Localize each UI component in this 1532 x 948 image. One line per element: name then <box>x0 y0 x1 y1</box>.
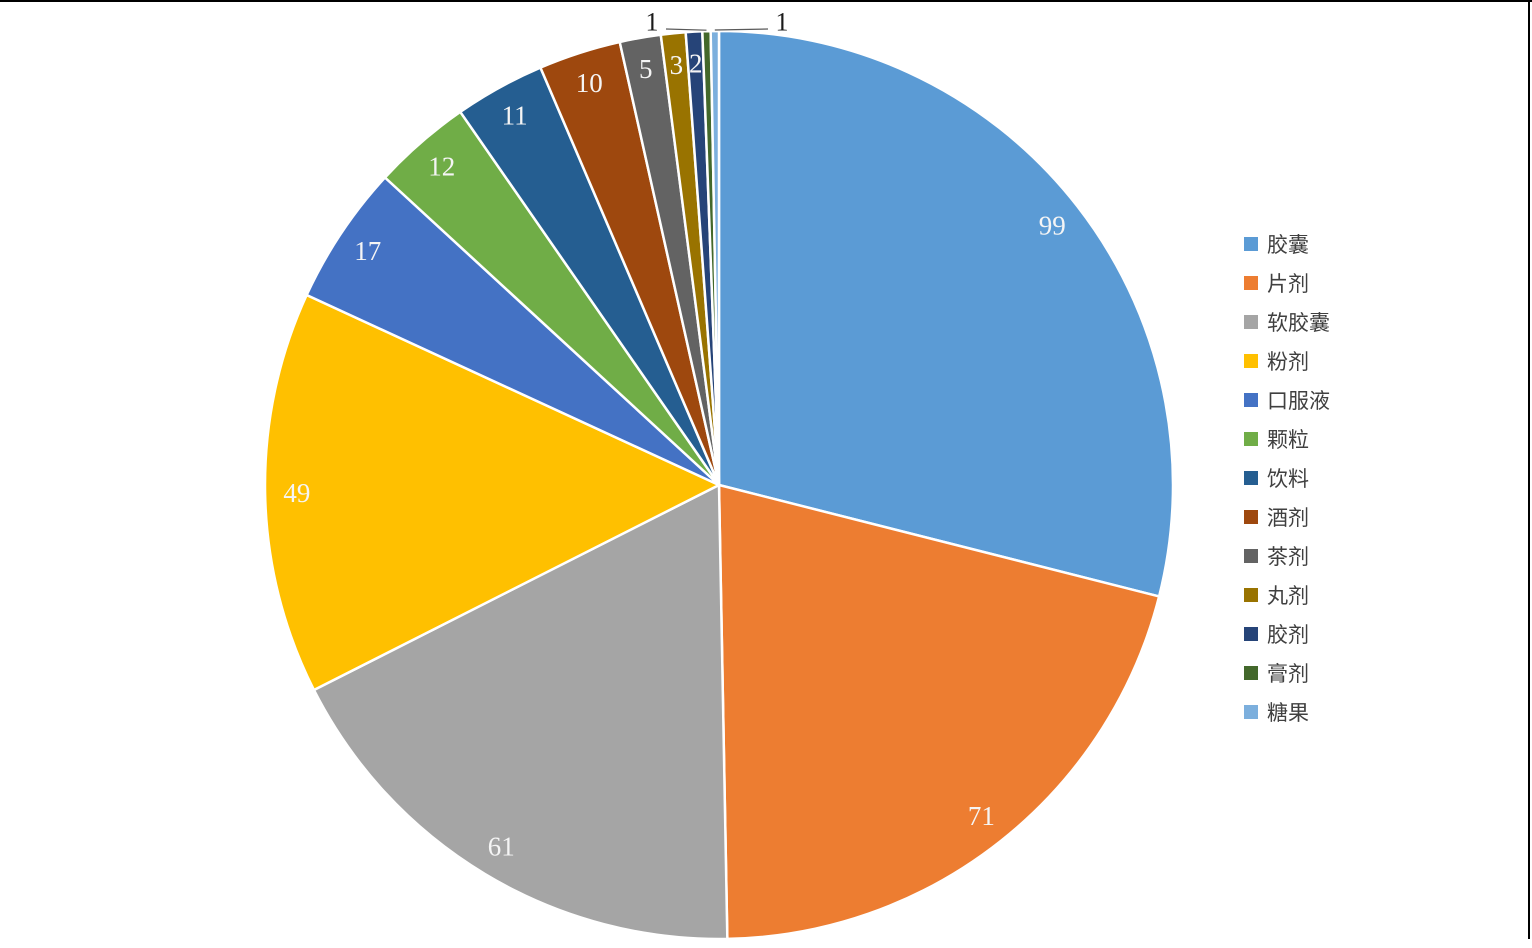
data-label-胶剂: 2 <box>689 48 703 78</box>
legend-label: 片剂 <box>1267 271 1309 296</box>
pie-slice-软胶囊 <box>312 483 729 941</box>
legend-swatch-icon <box>1244 587 1258 602</box>
legend-swatch-icon <box>1244 392 1258 407</box>
legend-swatch-icon <box>1244 236 1258 251</box>
legend-label: 口服液 <box>1267 388 1330 413</box>
data-label-粉剂: 49 <box>283 478 310 508</box>
data-label-片剂: 71 <box>968 801 995 831</box>
legend-item-茶剂: 茶剂 <box>1244 536 1330 575</box>
legend-swatch-icon <box>1244 431 1258 446</box>
chart-border-right <box>1528 0 1530 939</box>
legend-label: 软胶囊 <box>1267 310 1330 335</box>
legend-item-颗粒: 颗粒 <box>1244 419 1330 458</box>
legend-swatch-icon <box>1244 314 1258 329</box>
data-label-颗粒: 12 <box>428 152 455 182</box>
data-label-饮料: 11 <box>502 101 528 131</box>
legend-item-酒剂: 酒剂 <box>1244 497 1330 536</box>
pie-slice-胶囊 <box>717 29 1175 598</box>
legend-item-胶囊: 胶囊 <box>1244 224 1330 263</box>
legend-swatch-icon <box>1244 704 1258 719</box>
data-label-膏剂: 1 <box>646 8 659 37</box>
legend: 胶囊片剂软胶囊粉剂口服液颗粒饮料酒剂茶剂丸剂胶剂膏剂糖果 <box>1244 224 1330 731</box>
legend-label: 饮料 <box>1267 466 1309 491</box>
leader-line-糖果 <box>714 28 769 31</box>
legend-swatch-icon <box>1244 470 1258 485</box>
legend-item-口服液: 口服液 <box>1244 380 1330 419</box>
legend-item-软胶囊: 软胶囊 <box>1244 302 1330 341</box>
legend-item-饮料: 饮料 <box>1244 458 1330 497</box>
legend-swatch-icon <box>1244 548 1258 563</box>
legend-item-丸剂: 丸剂 <box>1244 575 1330 614</box>
chart-border-top <box>0 0 1532 2</box>
legend-label: 颗粒 <box>1267 427 1309 452</box>
legend-label: 胶囊 <box>1267 232 1309 257</box>
leader-line-膏剂 <box>665 28 707 31</box>
legend-label: 膏剂 <box>1267 661 1309 686</box>
data-label-糖果: 1 <box>776 8 789 37</box>
data-label-酒剂: 10 <box>576 68 603 98</box>
legend-swatch-icon <box>1244 275 1258 290</box>
legend-swatch-icon <box>1244 509 1258 524</box>
data-label-胶囊: 99 <box>1039 211 1066 241</box>
legend-label: 酒剂 <box>1267 505 1309 530</box>
legend-label: 粉剂 <box>1267 349 1309 374</box>
pie-slice-糖果 <box>709 29 721 487</box>
legend-item-膏剂: 膏剂 <box>1244 653 1330 692</box>
legend-swatch-icon <box>1244 353 1258 368</box>
data-label-软胶囊: 61 <box>488 832 515 862</box>
data-label-茶剂: 5 <box>639 54 653 84</box>
data-label-口服液: 17 <box>354 236 381 266</box>
legend-swatch-icon <box>1244 665 1258 680</box>
pie-slice-粉剂 <box>263 293 721 692</box>
pie-slice-片剂 <box>717 483 1161 941</box>
legend-label: 胶剂 <box>1267 622 1309 647</box>
legend-item-胶剂: 胶剂 <box>1244 614 1330 653</box>
legend-label: 茶剂 <box>1267 544 1309 569</box>
legend-label: 糖果 <box>1267 700 1309 725</box>
legend-item-片剂: 片剂 <box>1244 263 1330 302</box>
legend-swatch-icon <box>1244 626 1258 641</box>
legend-label: 丸剂 <box>1267 583 1309 608</box>
data-label-丸剂: 3 <box>670 50 684 80</box>
legend-item-糖果: 糖果 <box>1244 692 1330 731</box>
legend-item-粉剂: 粉剂 <box>1244 341 1330 380</box>
